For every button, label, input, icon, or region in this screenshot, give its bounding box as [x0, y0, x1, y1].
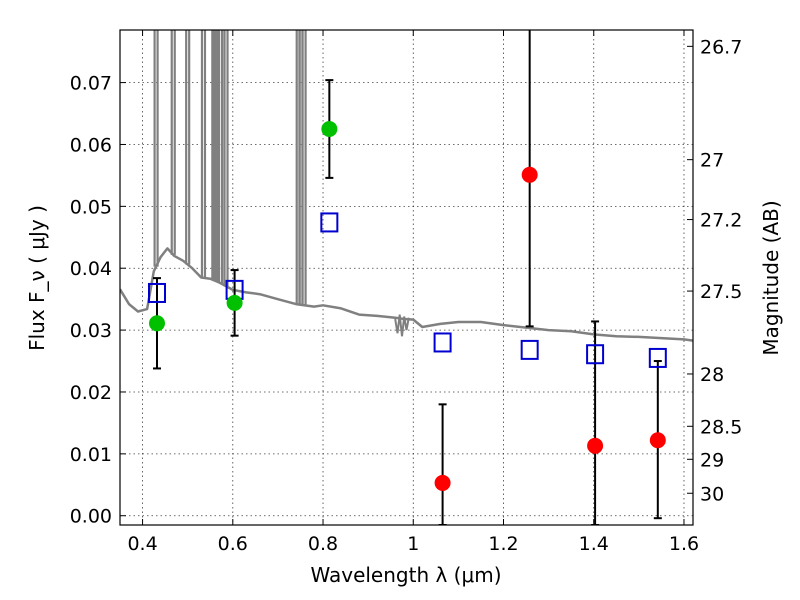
- y-axis-label: Flux F_ν ( μJy ): [25, 205, 49, 351]
- data-point-circle: [148, 315, 165, 332]
- data-point-circle: [587, 437, 604, 454]
- x-tick-label: 1.4: [579, 533, 609, 555]
- mag-tick-label: 30: [700, 483, 724, 505]
- model-point-square: [320, 212, 339, 233]
- emission-line: [200, 30, 207, 278]
- data-point-circle: [521, 166, 538, 183]
- axis-ticks: 0.4 0.6 0.8 1 1.2 1.4 1.6 0.00 0.01 0.02 0.03 0.04 0…: [70, 30, 742, 555]
- x-tick-label: 1.6: [669, 533, 699, 555]
- mag-tick-label: 26.7: [700, 36, 742, 58]
- plot-area: [120, 30, 693, 525]
- data-point-circle: [434, 474, 451, 491]
- x-tick-label: 1: [407, 533, 419, 555]
- model-point-square: [648, 347, 667, 368]
- emission-line: [185, 30, 191, 265]
- absorption-feature: [394, 314, 410, 337]
- mag-tick-label: 28: [700, 364, 724, 386]
- y-tick-label: 0.02: [70, 382, 112, 404]
- emission-line: [153, 30, 159, 267]
- model-point-square: [586, 344, 605, 365]
- y-tick-label: 0.05: [70, 196, 112, 218]
- emission-line: [223, 30, 229, 287]
- x-axis-label: Wavelength λ (μm): [310, 563, 501, 587]
- emission-line: [170, 30, 176, 255]
- plot-content: [120, 30, 693, 525]
- y-tick-label: 0.07: [70, 73, 112, 95]
- y-tick-label: 0.06: [70, 134, 112, 156]
- emission-line: [213, 30, 219, 281]
- gridlines: [120, 30, 693, 525]
- x-tick-label: 0.6: [218, 533, 248, 555]
- mag-tick-label: 27.2: [700, 210, 742, 232]
- y-tick-label: 0.04: [70, 258, 112, 280]
- x-tick-label: 0.8: [308, 533, 338, 555]
- emission-line: [218, 30, 224, 284]
- mag-tick-label: 27.5: [700, 281, 742, 303]
- mag-tick-label: 27: [700, 150, 724, 172]
- x-tick-label: 1.2: [488, 533, 518, 555]
- emission-line: [301, 30, 307, 306]
- mag-tick-label: 29: [700, 449, 724, 471]
- model-point-square: [520, 339, 539, 360]
- plot-frame: [119, 29, 694, 526]
- y-tick-label: 0.01: [70, 444, 112, 466]
- model-point-square: [433, 332, 452, 353]
- y-tick-label: 0.03: [70, 320, 112, 342]
- emission-line: [211, 30, 217, 281]
- data-point-circle: [321, 121, 338, 137]
- x-tick-label: 0.4: [127, 533, 157, 555]
- magnitude-axis-label: Magnitude (AB): [759, 200, 783, 355]
- data-point-circle: [649, 432, 666, 449]
- data-point-circle: [226, 294, 243, 311]
- y-tick-label: 0.00: [70, 506, 112, 528]
- model-point-square: [147, 282, 166, 303]
- mag-tick-label: 28.5: [700, 416, 742, 438]
